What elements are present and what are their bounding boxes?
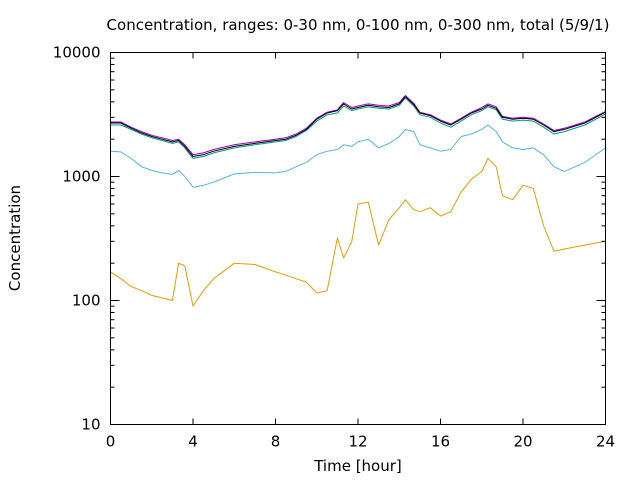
chart-title: Concentration, ranges: 0-30 nm, 0-100 nm… [107, 16, 610, 34]
x-tick-label: 16 [431, 433, 450, 451]
x-tick-label: 0 [106, 433, 116, 451]
x-tick-label: 24 [596, 433, 615, 451]
y-tick-label: 10000 [53, 44, 101, 62]
series-line-4 [110, 95, 606, 156]
series-line-2 [110, 124, 606, 188]
series-line-3 [110, 97, 606, 159]
y-axis-label: Concentration [6, 185, 24, 291]
y-axis: 10 100 1000 10000 [53, 44, 606, 434]
y-tick-label: 1000 [62, 168, 100, 186]
x-tick-label: 8 [271, 433, 281, 451]
series-line-1 [110, 157, 606, 307]
series-line-5 [110, 96, 606, 157]
x-tick-label: 12 [348, 433, 367, 451]
x-tick-label: 20 [513, 433, 532, 451]
y-tick-label: 10 [81, 416, 100, 434]
plot-frame [110, 52, 606, 425]
y-tick-label: 100 [72, 292, 101, 310]
x-axis-label: Time [hour] [313, 457, 402, 475]
x-tick-label: 4 [188, 433, 198, 451]
x-axis: 0 4 8 12 16 20 24 [106, 52, 615, 451]
series-layer [110, 95, 606, 307]
